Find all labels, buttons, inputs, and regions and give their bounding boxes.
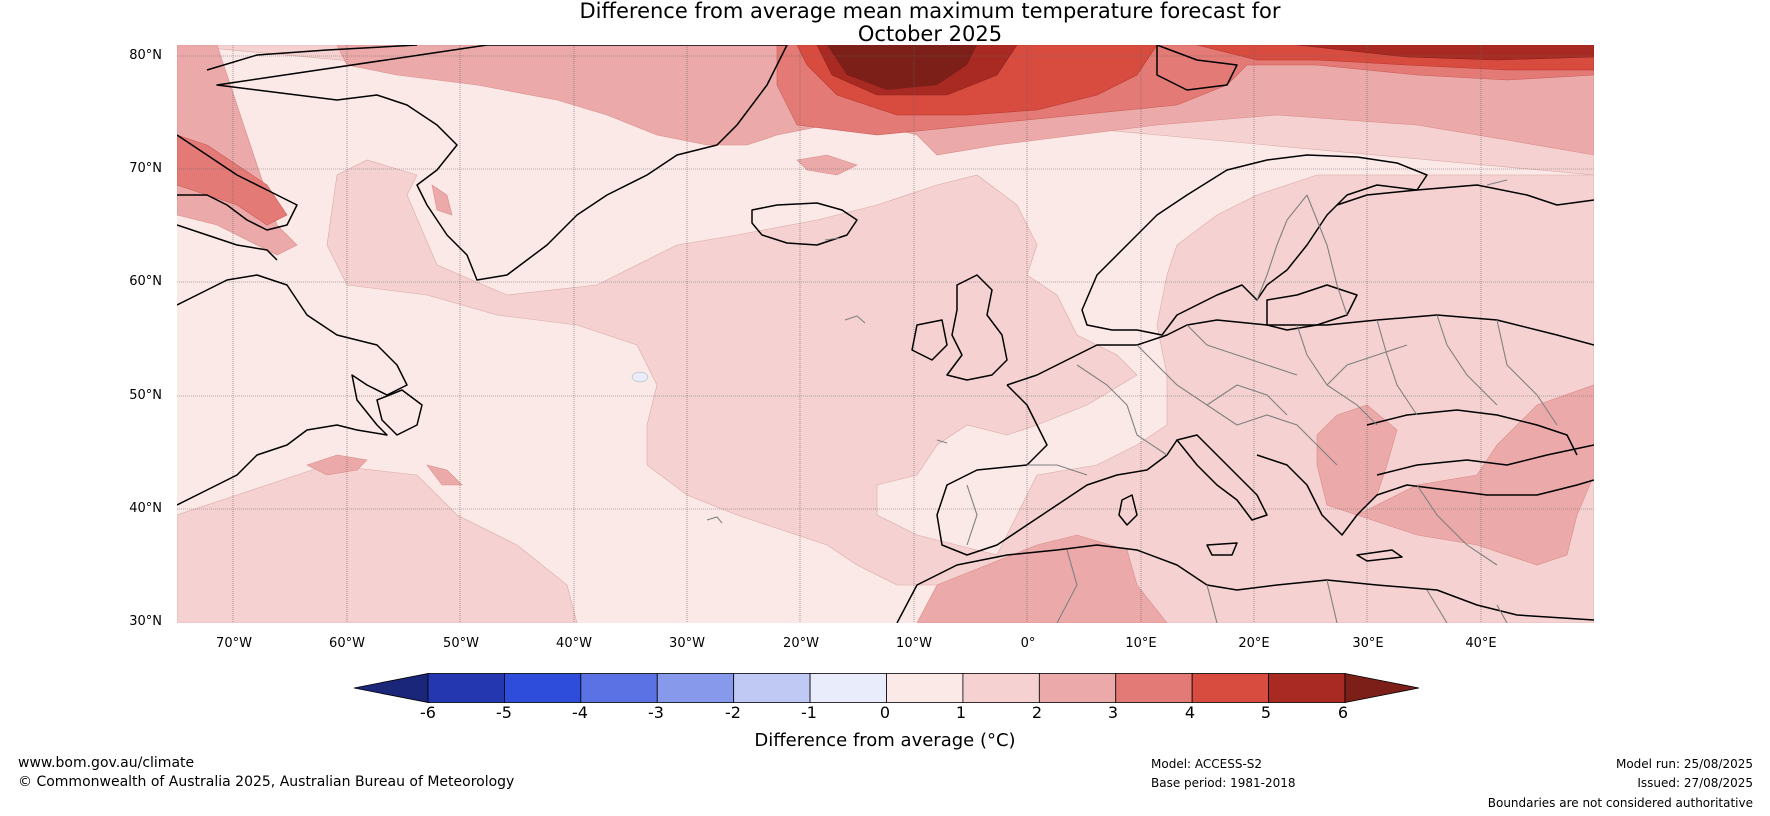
lon-label-40e: 40°E [1465,636,1497,651]
colorbar-segment [733,673,811,703]
lat-label-60n: 60°N [129,274,162,289]
corsica-sardinia [1118,494,1138,526]
great-britain-coast [946,274,1008,381]
colorbar-tick: -1 [801,703,817,722]
black-sea-north [1366,409,1578,456]
website-text: www.bom.gov.au/climate [18,755,195,771]
anomaly-below-0-patch [631,371,649,383]
colorbar-segment [504,673,582,703]
model-run-text: Model run: 25/08/2025 [1615,757,1753,771]
lon-label-20w: 20°W [783,636,819,651]
lat-label-80n: 80°N [129,48,162,63]
lon-label-10e: 10°E [1125,636,1157,651]
forecast-map [177,45,1594,623]
black-sea-south [1376,444,1594,476]
iberia-france-coast [936,384,1178,556]
lon-label-30e: 30°E [1352,636,1384,651]
lon-label-30w: 30°W [669,636,705,651]
lon-label-20e: 20°E [1238,636,1270,651]
colorbar-segment [809,673,887,703]
title-line-2: October 2025 [857,22,1003,46]
colorbar-segment [580,673,658,703]
borders [966,194,1558,623]
colorbar-tick: -6 [420,703,436,722]
lat-label-40n: 40°N [129,501,162,516]
base-period-text: Base period: 1981-2018 [1151,776,1296,790]
colorbar-tick: 5 [1260,703,1272,722]
lat-label-70n: 70°N [129,161,162,176]
colorbar-tick: -4 [572,703,588,722]
ireland-coast [911,319,948,361]
baffin-coast [177,134,298,231]
lon-label-60w: 60°W [329,636,365,651]
lat-label-30n: 30°N [129,614,162,629]
map-canvas [177,45,1594,623]
model-text: Model: ACCESS-S2 [1151,757,1263,771]
colorbar-segment [1268,673,1346,703]
issued-text: Issued: 27/08/2025 [1637,776,1753,790]
colorbar-label: Difference from average (°C) [754,730,1016,751]
gridlines [177,45,1594,623]
colorbar-segment [1038,673,1117,703]
colorbar-segment [656,673,735,703]
title-line-1: Difference from average mean maximum tem… [579,0,1281,23]
balkans-turkey-coast [1256,454,1594,536]
baffin-south-coast [177,224,278,261]
colorbar-segment [886,673,964,703]
colorbar-tick: -5 [496,703,512,722]
map-title: Difference from average mean maximum tem… [0,0,1770,46]
colorbar-tick: 1 [955,703,967,722]
small-islands [706,179,1508,524]
colorbar-segment [427,673,505,703]
colorbar-extend-low [354,673,429,703]
colorbar-tick: 2 [1031,703,1043,722]
disclaimer-text: Boundaries are not considered authoritat… [1487,796,1753,810]
crete [1356,549,1403,562]
svalbard [1156,45,1238,91]
iceland-coast [751,202,858,246]
lat-label-50n: 50°N [129,388,162,403]
coastlines [177,45,1594,623]
lon-label-40w: 40°W [556,636,592,651]
colorbar-tick: 3 [1107,703,1119,722]
colorbar-tick: -3 [648,703,664,722]
sicily [1206,542,1238,556]
colorbar-segment [1115,673,1193,703]
greenland-coast [206,45,788,281]
colorbar-tick: -2 [725,703,741,722]
lon-label-0: 0° [1020,636,1036,651]
newfoundland-coast [376,389,423,436]
colorbar-segment [962,673,1040,703]
colorbar-segment [1191,673,1269,703]
north-europe-coast [1006,314,1594,386]
lon-label-50w: 50°W [443,636,479,651]
labrador-coast [177,274,408,506]
colorbar-extend-high [1344,673,1419,703]
italy-coast [1176,434,1268,521]
colorbar-tick: 4 [1184,703,1196,722]
kola-coast [1336,184,1594,206]
copyright-text: © Commonwealth of Australia 2025, Austra… [18,774,515,790]
lon-label-70w: 70°W [216,636,252,651]
colorbar [354,673,1419,703]
colorbar-tick: 0 [879,703,891,722]
colorbar-tick: 6 [1337,703,1349,722]
lon-label-10w: 10°W [896,636,932,651]
